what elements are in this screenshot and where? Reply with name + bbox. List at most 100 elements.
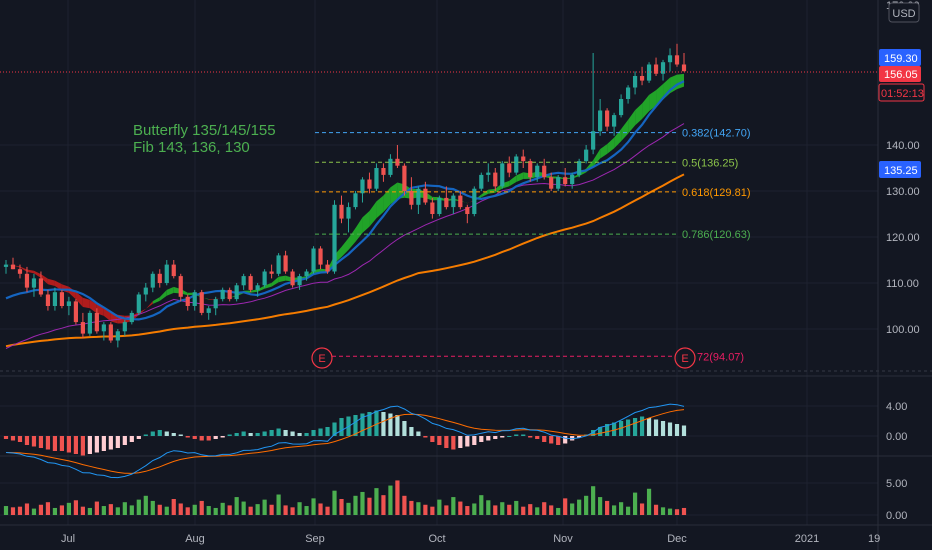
time-label: 2021 [795,533,819,545]
trend-cloud-segment [390,182,398,205]
macd-histogram-bar [10,436,16,441]
volume-bar [59,505,65,515]
macd-histogram-bar [192,436,197,439]
macd-histogram-bar [570,436,575,441]
candle [269,264,274,279]
candle [437,195,442,217]
macd-histogram-bar [297,433,302,436]
volume-bar [283,505,288,515]
volume-bar [220,502,225,515]
candle [136,292,141,316]
candle [45,289,51,311]
candle [353,191,358,210]
ma-line-medium [5,123,685,349]
macd-histogram-bar [129,436,134,442]
earnings-marker[interactable]: E [674,347,696,369]
volume-bar [122,502,127,515]
macd-histogram-bar [500,436,505,438]
time-label: Jul [61,533,75,545]
fibonacci-retracement[interactable]: 0.382(142.70) 0.5(136.25) 0.618(129.81) 0.7… [315,128,751,364]
trend-cloud-segment [166,286,174,296]
volume-bar [171,499,176,515]
time-label: Oct [428,533,445,545]
annotation-line-2[interactable]: Fib 143, 136, 130 [133,139,250,156]
trend-cloud-segment [103,307,111,322]
candle [297,273,302,290]
candle [227,287,232,302]
last-price-tag: 156.05 [879,66,921,82]
macd-histogram-bar [115,436,120,448]
macd-histogram-bar [360,413,365,436]
candlestick-series [3,43,687,348]
price-axis[interactable]: 170.00 140.00 130.00 120.00 110.00 100.0… [886,0,920,336]
candle [542,158,547,180]
trend-cloud-segment [488,188,496,194]
volume-bar [24,503,30,515]
volume-bar [667,508,673,515]
price-tick: 120.00 [886,232,920,244]
candle [493,168,498,191]
volume-bar [528,504,533,515]
candle [416,186,421,214]
macd-histogram-bar [234,433,239,436]
earnings-marker[interactable]: E [311,347,333,369]
candle [605,108,610,132]
volume-bar [437,499,442,515]
macd-histogram-bar [646,418,652,436]
macd-histogram-bar [87,436,92,454]
annotation-line-1[interactable]: Butterfly 135/145/155 [133,122,276,139]
macd-histogram-bar [374,410,379,436]
volume-bar [458,501,463,515]
macd-histogram-bar [143,434,148,436]
candle [122,319,127,336]
macd-histogram-bar [528,436,533,438]
candle [402,163,407,196]
macd-histogram-bar [157,430,162,436]
macd-histogram-bar [388,413,393,436]
macd-histogram-bar [332,422,337,436]
countdown-label: 01:52:13 [881,88,924,100]
time-axis[interactable]: Jul Aug Sep Oct Nov Dec 2021 19 [61,533,880,545]
volume-bar [234,497,239,515]
volume-bar [465,506,470,515]
volume-bar [416,502,421,515]
candle [213,296,218,316]
earnings-marker-label: E [681,353,688,365]
trend-cloud-segment [383,187,391,213]
macd-pane [3,403,687,479]
volume-pane [3,480,687,515]
candle [80,312,85,339]
trend-cloud-segment [271,276,279,287]
currency-button[interactable]: USD [888,2,920,23]
macd-histogram-bar [80,436,85,456]
macd-histogram-bar [409,427,414,436]
trend-cloud-segment [250,289,258,293]
candle [115,329,120,348]
candle [360,177,365,203]
macd-histogram-bar [24,436,30,445]
trend-cloud-segment [82,297,90,309]
candle [646,62,652,83]
fib-level-label: 0.5(136.25) [682,157,738,169]
volume-bar [514,500,519,515]
macd-histogram-bar [255,433,260,436]
price-tick: 130.00 [886,186,920,198]
fib-level-label: 0.618(129.81) [682,187,751,199]
candle [639,66,645,86]
candle [290,269,295,288]
volume-bar [535,507,540,515]
candle [514,154,519,175]
volume-bar [52,507,58,515]
macd-line [5,403,685,479]
volume-bar [570,503,575,515]
volume-bar [542,502,547,515]
volume-bar [367,497,372,515]
price-tick: 100.00 [886,324,920,336]
macd-histogram-bar [136,436,141,439]
macd-histogram-bar [178,434,183,436]
volume-bar [660,507,666,515]
macd-histogram-bar [681,425,687,436]
volume-bar [430,506,435,515]
macd-histogram-bar [45,436,51,450]
